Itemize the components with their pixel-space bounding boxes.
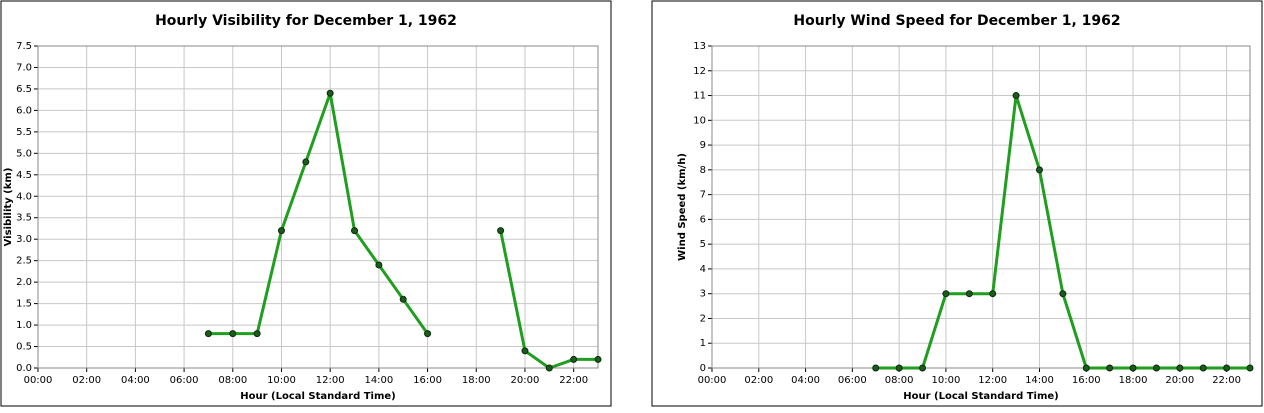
y-tick-label: 5.0	[16, 148, 32, 159]
y-tick-label: 13	[693, 41, 706, 52]
y-tick-label: 3.5	[16, 213, 32, 224]
plot-area	[38, 46, 598, 368]
y-tick-label: 3.0	[16, 234, 32, 245]
data-point	[351, 227, 359, 235]
x-tick-label: 12:00	[978, 375, 1007, 386]
x-tick-label: 20:00	[511, 375, 540, 386]
data-point	[1129, 364, 1137, 372]
data-point	[277, 227, 285, 235]
data-point	[229, 330, 237, 338]
data-point	[204, 330, 212, 338]
data-point	[497, 227, 505, 235]
x-tick-label: 00:00	[698, 375, 727, 386]
data-point	[326, 89, 334, 97]
y-tick-label: 4.5	[16, 170, 32, 181]
y-tick-label: 1.0	[16, 320, 32, 331]
y-tick-label: 11	[693, 91, 706, 102]
data-point	[872, 364, 880, 372]
y-tick-label: 9	[700, 140, 706, 151]
x-tick-label: 10:00	[931, 375, 960, 386]
data-point	[545, 364, 553, 372]
y-tick-label: 4	[700, 264, 706, 275]
x-tick-label: 14:00	[1025, 375, 1054, 386]
x-tick-label: 06:00	[170, 375, 199, 386]
data-point	[375, 261, 383, 269]
y-tick-label: 2	[700, 313, 706, 324]
data-point	[594, 355, 602, 363]
y-tick-label: 6.0	[16, 105, 32, 116]
x-tick-label: 06:00	[838, 375, 867, 386]
data-point	[1106, 364, 1114, 372]
y-tick-label: 8	[700, 165, 706, 176]
y-axis-label: Wind Speed (km/h)	[677, 153, 688, 261]
x-tick-label: 22:00	[1212, 375, 1241, 386]
data-point	[919, 364, 927, 372]
x-axis-label: Hour (Local Standard Time)	[903, 391, 1059, 402]
y-tick-label: 7	[700, 190, 706, 201]
data-point	[521, 347, 529, 355]
x-tick-label: 02:00	[744, 375, 773, 386]
data-point	[1035, 166, 1043, 174]
x-tick-label: 18:00	[1119, 375, 1148, 386]
x-tick-label: 10:00	[267, 375, 296, 386]
x-tick-label: 20:00	[1165, 375, 1194, 386]
plot-frame	[37, 45, 599, 369]
data-point	[399, 295, 407, 303]
data-point	[1246, 364, 1254, 372]
x-tick-label: 16:00	[413, 375, 442, 386]
data-point	[965, 290, 973, 298]
y-tick-label: 6.5	[16, 84, 32, 95]
plot-frame	[711, 45, 1251, 369]
x-tick-label: 22:00	[559, 375, 588, 386]
data-point	[942, 290, 950, 298]
x-tick-label: 18:00	[462, 375, 491, 386]
x-tick-label: 08:00	[218, 375, 247, 386]
data-point	[424, 330, 432, 338]
x-tick-label: 08:00	[885, 375, 914, 386]
x-tick-label: 04:00	[791, 375, 820, 386]
x-tick-label: 14:00	[364, 375, 393, 386]
y-tick-label: 5	[700, 239, 706, 250]
data-point	[1082, 364, 1090, 372]
chart-title: Hourly Wind Speed for December 1, 1962	[793, 13, 1120, 29]
data-point	[895, 364, 903, 372]
y-tick-label: 1.5	[16, 299, 32, 310]
y-tick-label: 2.5	[16, 256, 32, 267]
data-point	[1199, 364, 1207, 372]
x-tick-label: 00:00	[24, 375, 53, 386]
x-tick-label: 04:00	[121, 375, 150, 386]
data-point	[1152, 364, 1160, 372]
data-point	[989, 290, 997, 298]
x-tick-label: 16:00	[1072, 375, 1101, 386]
y-tick-label: 7.0	[16, 62, 32, 73]
data-point	[302, 158, 310, 166]
data-point	[1012, 92, 1020, 100]
data-point	[1176, 364, 1184, 372]
y-tick-label: 7.5	[16, 41, 32, 52]
data-point	[1223, 364, 1231, 372]
plot-area	[712, 46, 1250, 368]
y-tick-label: 0.0	[16, 363, 32, 374]
x-tick-label: 12:00	[316, 375, 345, 386]
y-tick-label: 10	[693, 115, 706, 126]
data-point	[253, 330, 261, 338]
x-axis-label: Hour (Local Standard Time)	[240, 391, 396, 402]
data-point	[570, 355, 578, 363]
y-tick-label: 2.0	[16, 277, 32, 288]
y-tick-label: 4.0	[16, 191, 32, 202]
y-tick-label: 1	[700, 338, 706, 349]
y-axis-label: Visibility (km)	[3, 168, 14, 247]
y-tick-label: 5.5	[16, 127, 32, 138]
y-tick-label: 6	[700, 214, 706, 225]
chart-title: Hourly Visibility for December 1, 1962	[155, 13, 457, 29]
data-point	[1059, 290, 1067, 298]
y-tick-label: 3	[700, 289, 706, 300]
y-tick-label: 0	[700, 363, 706, 374]
y-tick-label: 0.5	[16, 342, 32, 353]
y-tick-label: 12	[693, 66, 706, 77]
x-tick-label: 02:00	[72, 375, 101, 386]
